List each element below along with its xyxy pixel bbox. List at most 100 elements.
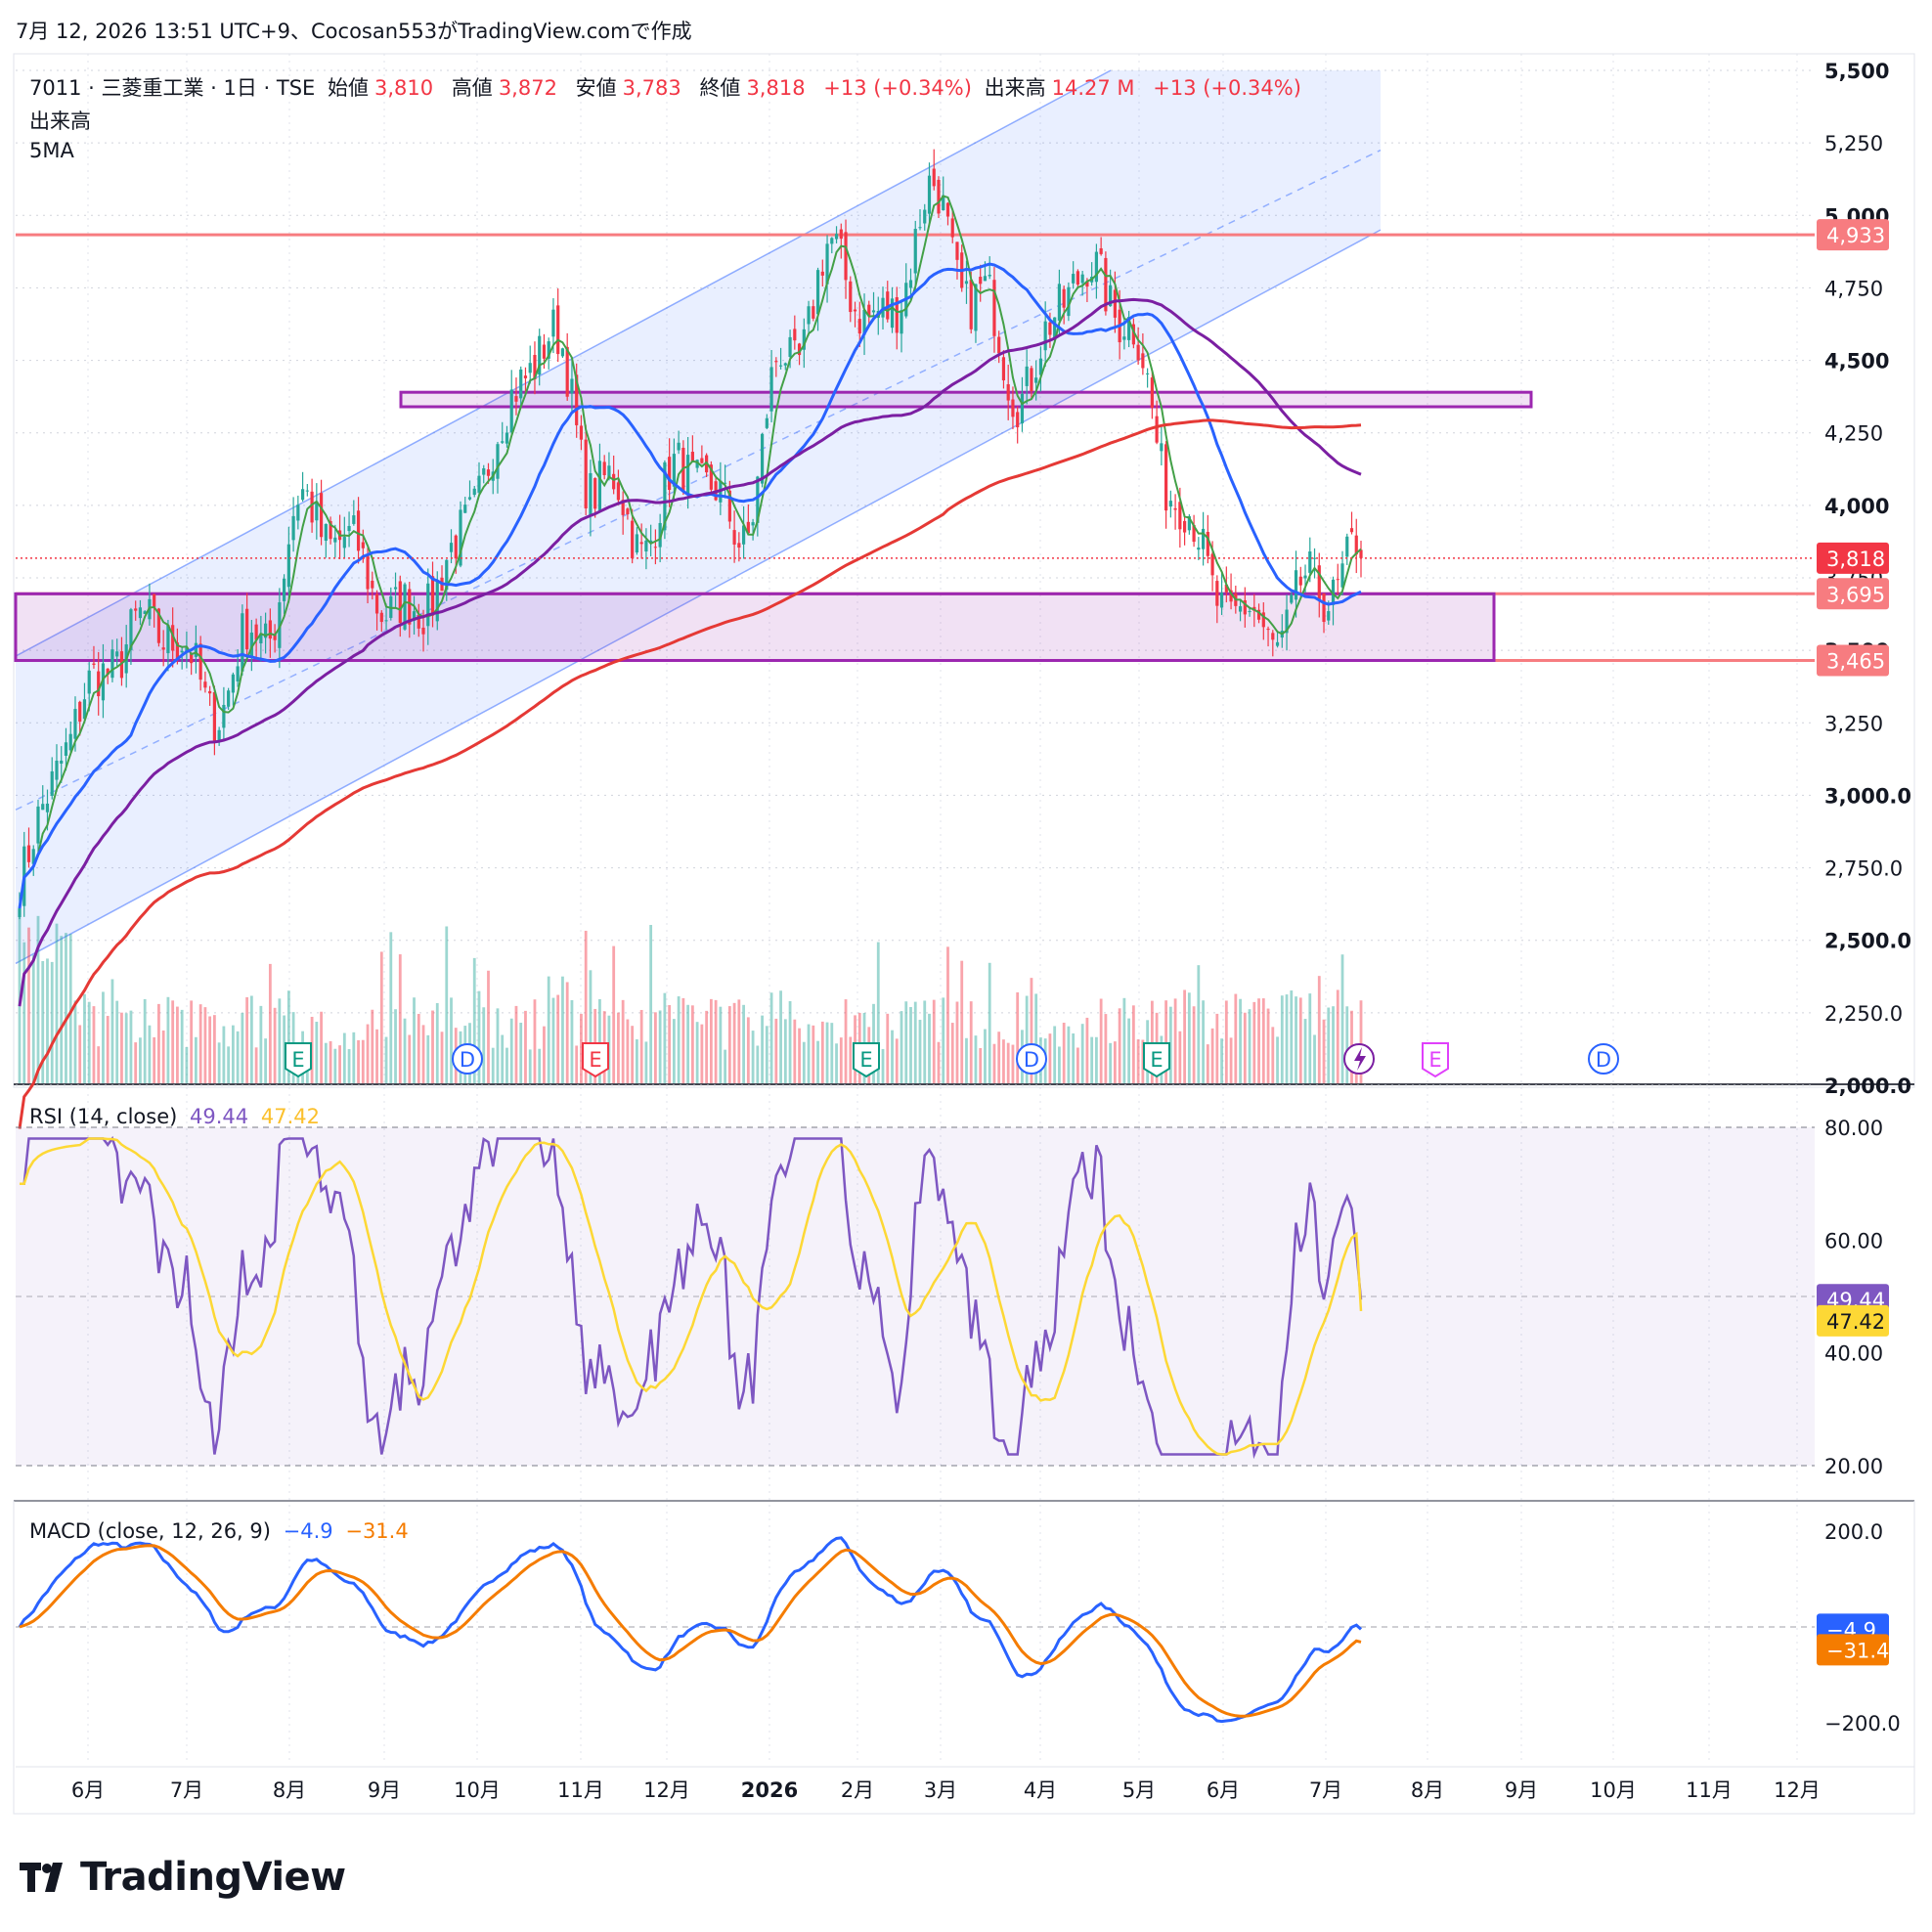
candle-body <box>430 576 435 616</box>
candle-body <box>1048 322 1052 335</box>
candle-body <box>166 625 170 654</box>
tradingview-logo-icon <box>20 1863 63 1892</box>
macd-tick-label: 200.0 <box>1824 1520 1883 1544</box>
candle-body <box>900 310 903 334</box>
event-marker-label: E <box>291 1048 304 1072</box>
candle-body <box>356 510 361 551</box>
volume-bar <box>783 1019 787 1083</box>
volume-bar <box>1280 995 1284 1083</box>
candle-body <box>556 305 560 355</box>
brand-label: TradingView <box>80 1855 346 1900</box>
volume-bar <box>1122 997 1126 1083</box>
candle-body <box>1094 251 1098 283</box>
volume-bar <box>984 1029 987 1083</box>
candle-body <box>547 341 550 359</box>
volume-bar <box>724 1049 727 1083</box>
y-tick-label: 2,750.0 <box>1824 857 1903 881</box>
volume-bar <box>329 1040 332 1083</box>
candle-body <box>486 469 491 476</box>
volume-bar <box>612 945 616 1083</box>
tradingview-brand[interactable]: TradingView <box>20 1855 346 1900</box>
volume-bar <box>900 1011 903 1083</box>
candle-body <box>249 632 253 656</box>
volume-bar <box>338 1045 341 1083</box>
candle-body <box>361 542 365 549</box>
candle-body <box>923 209 927 224</box>
price-tag <box>1817 578 1889 610</box>
candle-body <box>203 681 207 688</box>
candle-body <box>374 593 379 614</box>
volume-bar <box>236 1031 240 1083</box>
y-tick-label: 5,500 <box>1824 60 1889 83</box>
close-label: 終値 <box>699 76 741 100</box>
volume-bar <box>379 951 383 1083</box>
low-label: 安値 <box>575 76 617 100</box>
candle-body <box>807 306 811 325</box>
candle-body <box>523 375 528 378</box>
volume-bar <box>668 1004 672 1083</box>
volume-bar <box>426 1034 430 1083</box>
rsi-title: RSI (14, close) <box>29 1105 178 1128</box>
x-tick-label: 9月 <box>1505 1778 1538 1802</box>
price-tag-label: 3,695 <box>1826 583 1885 606</box>
volume-bar <box>31 954 35 1083</box>
volume-bar <box>176 1006 179 1083</box>
candle-body <box>1192 524 1196 543</box>
y-tick-label: 3,000.0 <box>1824 784 1911 808</box>
candle-body <box>435 581 439 622</box>
candle-body <box>1331 579 1336 605</box>
candle-body <box>236 666 240 681</box>
candle-body <box>769 367 773 412</box>
candle-body <box>589 472 593 517</box>
rsi-ma-line <box>20 1137 1363 1456</box>
candle-body <box>333 537 337 543</box>
candle-body <box>1201 528 1206 549</box>
candle-body <box>1197 547 1201 550</box>
volume-bar <box>421 1025 425 1083</box>
y-tick-label: 4,500 <box>1824 350 1889 373</box>
volume-bar <box>1210 1028 1214 1083</box>
volume-bar <box>60 936 64 1083</box>
candle-body <box>45 803 50 812</box>
volume-bar <box>649 924 653 1083</box>
candle-body <box>607 465 611 479</box>
candle-body <box>459 509 462 566</box>
volume-bar <box>115 1000 119 1083</box>
volume-bar <box>1099 998 1103 1083</box>
volume-bar <box>727 1006 731 1083</box>
candle-body <box>1020 393 1025 424</box>
volume-bar <box>979 1047 983 1083</box>
candle-body <box>417 615 420 629</box>
candle-body <box>421 627 425 635</box>
candle-body <box>844 232 848 281</box>
candle-body <box>778 365 783 367</box>
candle-body <box>1160 443 1164 452</box>
volume-bar <box>844 999 848 1083</box>
candle-body <box>793 329 797 341</box>
candle-body <box>509 389 513 433</box>
candle-body <box>1150 377 1154 409</box>
candle-body <box>1238 606 1243 612</box>
volume-bar <box>487 970 490 1083</box>
volume-bar <box>283 1015 286 1083</box>
candle-body <box>612 473 616 490</box>
candle-body <box>867 304 871 316</box>
candle-body <box>60 760 64 765</box>
volume-bar <box>371 1009 374 1083</box>
volume-bar <box>751 1031 755 1083</box>
volume-bar <box>533 999 537 1083</box>
volume-bar <box>1345 1006 1349 1083</box>
volume-bar <box>1131 1005 1135 1083</box>
candle-body <box>87 670 91 694</box>
candle-body <box>1141 353 1145 369</box>
volume-bar <box>955 1001 959 1083</box>
macd-pane-frame <box>13 1500 1915 1815</box>
low-value: 3,783 <box>622 76 681 100</box>
volume-bar <box>482 1007 486 1083</box>
candle-body <box>992 280 996 336</box>
ma-5-line <box>19 195 1362 909</box>
volume-bar <box>928 1013 931 1083</box>
volume-bar <box>217 1042 221 1083</box>
candle-body <box>212 691 216 743</box>
